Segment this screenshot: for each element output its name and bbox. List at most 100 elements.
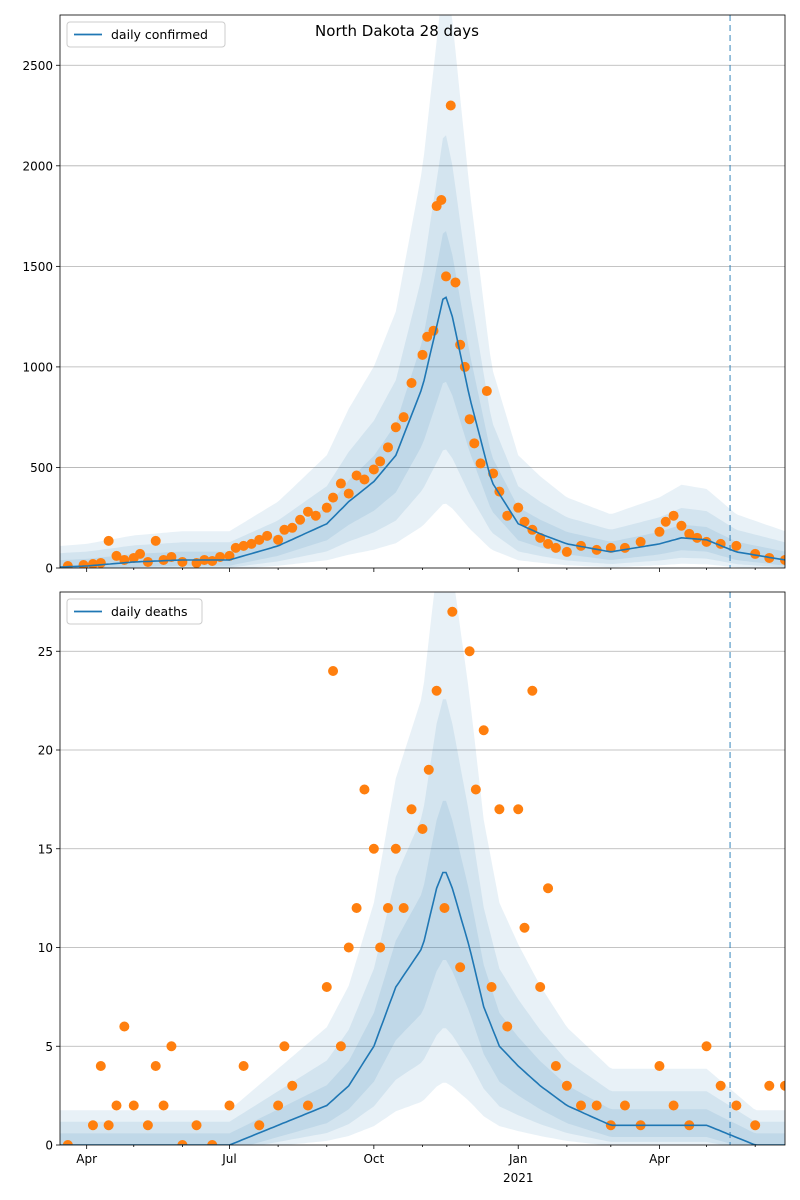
observed-point <box>475 458 486 469</box>
observed-point <box>715 1080 726 1091</box>
legend-box <box>66 21 226 48</box>
observed-point <box>470 784 481 795</box>
observed-point <box>436 195 447 206</box>
observed-point <box>128 1100 139 1111</box>
observed-point <box>398 412 409 423</box>
y-tick-label: 1000 <box>22 360 53 374</box>
y-tick-label: 5 <box>45 1040 53 1054</box>
y-tick-label: 0 <box>45 562 53 576</box>
observed-point <box>635 536 646 547</box>
observed-point <box>660 516 671 527</box>
observed-point <box>535 982 546 992</box>
x-tick-label: Jul <box>221 1152 236 1166</box>
observed-point <box>103 535 114 546</box>
observed-point <box>731 540 742 551</box>
observed-point <box>676 520 687 531</box>
observed-point <box>207 555 218 566</box>
observed-point <box>359 784 370 795</box>
observed-point <box>654 1061 665 1071</box>
observed-point <box>654 526 665 537</box>
observed-point <box>279 524 290 535</box>
observed-point <box>543 883 554 894</box>
observed-point <box>519 516 530 527</box>
observed-point <box>459 361 470 372</box>
uncertainty-band <box>60 800 785 1145</box>
observed-point <box>701 1041 712 1052</box>
y-tick-label: 2000 <box>22 159 53 173</box>
observed-point <box>750 548 761 559</box>
legend-label: daily confirmed <box>111 27 208 42</box>
observed-point <box>439 903 450 913</box>
observed-point <box>464 414 475 425</box>
chart-title: North Dakota 28 days <box>315 22 479 40</box>
series-line <box>60 871 785 1145</box>
uncertainty-band <box>60 699 785 1145</box>
observed-point <box>591 1100 602 1111</box>
y-tick-label: 25 <box>38 645 53 659</box>
observed-point <box>450 277 461 288</box>
observed-point <box>619 542 630 553</box>
observed-point <box>246 538 257 549</box>
observed-point <box>191 1120 202 1131</box>
observed-point <box>111 550 122 561</box>
observed-point <box>87 1120 98 1131</box>
observed-point <box>135 548 146 559</box>
legend: daily deaths <box>66 598 203 625</box>
observed-point <box>447 606 458 617</box>
y-tick-label: 500 <box>30 461 53 475</box>
observed-point <box>238 540 249 551</box>
observed-point <box>368 843 379 854</box>
observed-point <box>561 546 572 557</box>
observed-point <box>295 514 306 525</box>
observed-point <box>382 442 393 453</box>
observed-point <box>230 542 241 553</box>
observed-point <box>166 551 177 562</box>
observed-point <box>238 1061 249 1071</box>
observed-point <box>343 488 354 499</box>
deaths-panel: 0 5 10 15 20 25 Apr Jul Oct Jan Apr 2021 daily death… <box>38 591 786 1185</box>
observed-point <box>445 100 456 111</box>
series-line <box>60 296 785 568</box>
observed-point <box>150 1061 161 1071</box>
observed-point <box>321 502 332 513</box>
observed-point <box>177 1140 188 1145</box>
observed-point <box>142 1120 153 1131</box>
observed-point <box>668 510 679 521</box>
observed-point <box>279 1041 290 1052</box>
x-tick-label: Apr <box>76 1152 97 1166</box>
observed-point <box>684 528 695 539</box>
y-tick-label: 1500 <box>22 260 53 274</box>
observed-point <box>390 843 401 854</box>
observed-point <box>262 530 273 541</box>
uncertainty-band <box>60 592 785 1145</box>
observed-point <box>502 1021 513 1032</box>
observed-point <box>481 386 492 397</box>
observed-point <box>561 1080 572 1091</box>
y-tick-label: 10 <box>38 941 53 955</box>
observed-point <box>513 502 524 513</box>
observed-point <box>310 510 321 521</box>
confirmed-panel: 0 500 1000 1500 2000 2500 daily confirmed <box>22 14 786 576</box>
observed-point <box>519 922 530 933</box>
observed-point <box>287 1080 298 1091</box>
observed-point <box>375 942 386 953</box>
observed-point <box>207 1140 218 1145</box>
observed-point <box>351 470 362 481</box>
observed-point <box>368 464 379 475</box>
observed-point <box>502 510 513 521</box>
x-tick-label: Jan <box>508 1152 528 1166</box>
observed-point <box>335 1041 346 1052</box>
y-tick-label: 15 <box>38 842 53 856</box>
observed-point <box>328 492 339 503</box>
observed-point <box>224 1100 235 1111</box>
observed-point <box>417 349 428 360</box>
observed-point <box>455 962 466 973</box>
observed-point <box>605 542 616 553</box>
observed-point <box>543 538 554 549</box>
observed-point <box>478 725 489 736</box>
observed-point <box>692 532 703 543</box>
observed-point <box>111 1100 122 1111</box>
observed-point <box>486 982 497 992</box>
observed-point <box>455 339 466 350</box>
observed-point <box>95 557 106 568</box>
